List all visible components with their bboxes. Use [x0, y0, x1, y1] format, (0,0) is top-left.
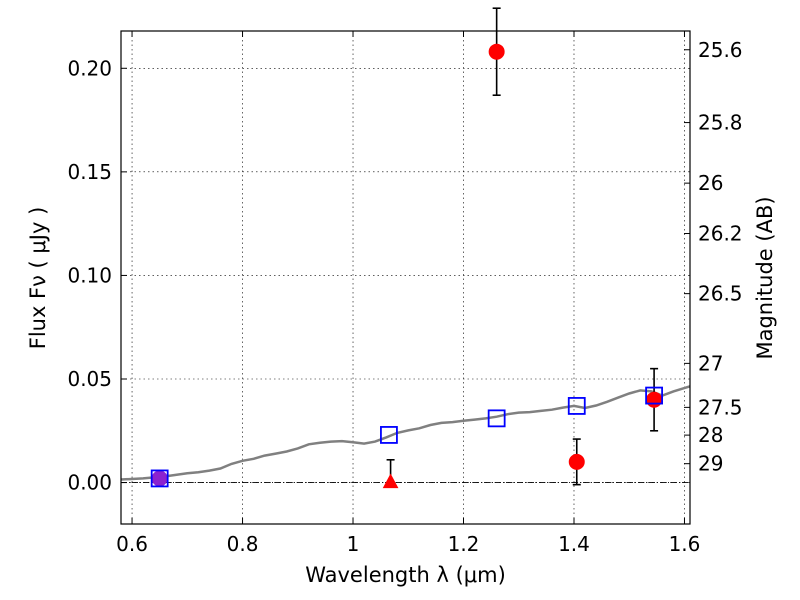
axis-ticks: 0.6 0.8 1 1.2 1.4 1.6 0.00 0.05 0.10 0.15 0.20 25.6… [67, 31, 743, 556]
model-photometry-point [567, 397, 586, 415]
y2-tick-label: 27 [698, 351, 723, 375]
y2-tick-label: 26.2 [698, 222, 743, 246]
y2-tick-label: 26 [698, 171, 723, 195]
y-tick-label: 0.10 [67, 263, 112, 287]
upper-limit-point [382, 473, 399, 489]
plot-data [120, 7, 691, 489]
y2-tick-label: 25.6 [698, 38, 743, 62]
y2-axis-label: Magnitude (AB) [753, 196, 777, 359]
model-spectrum-line [120, 385, 691, 481]
observed-point [646, 391, 663, 408]
y-tick-label: 0.20 [67, 56, 112, 80]
x-tick-label: 1.2 [448, 532, 480, 556]
y-tick-label: 0.00 [67, 471, 112, 495]
y2-tick-label: 27.5 [698, 395, 743, 419]
x-tick-label: 1 [347, 532, 360, 556]
plot-frame [120, 30, 691, 525]
y-tick-label: 0.05 [67, 367, 112, 391]
y-axis-label: Flux Fν ( μJy ) [26, 207, 50, 350]
model-photometry-point [380, 426, 398, 444]
model-photometry-point [645, 386, 663, 405]
y-tick-label: 0.15 [67, 160, 112, 184]
y2-tick-label: 26.5 [698, 282, 743, 306]
y2-tick-label: 28 [698, 423, 723, 447]
x-axis-label: Wavelength λ (μm) [305, 563, 506, 587]
model-photometry-point [487, 409, 506, 428]
x-tick-label: 0.6 [116, 532, 148, 556]
observed-point [151, 470, 168, 487]
observed-point [488, 43, 505, 60]
y2-tick-label: 25.8 [698, 111, 743, 135]
x-tick-label: 0.8 [227, 532, 259, 556]
model-photometry-point [150, 469, 169, 488]
observed-point [568, 453, 585, 470]
x-tick-label: 1.4 [558, 532, 590, 556]
grid-lines [121, 31, 690, 524]
y2-tick-label: 29 [698, 452, 723, 476]
x-tick-label: 1.6 [669, 532, 701, 556]
